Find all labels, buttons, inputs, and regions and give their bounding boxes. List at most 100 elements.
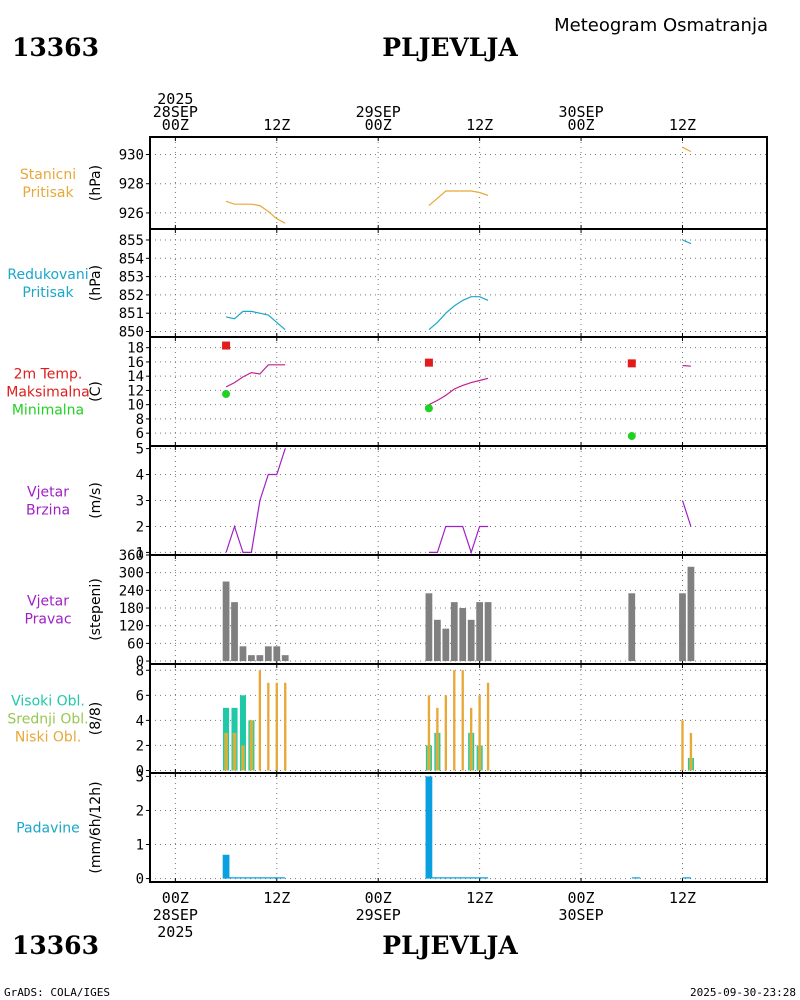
bar	[484, 602, 492, 662]
time-label-top: 12Z	[263, 116, 290, 134]
bar	[476, 602, 484, 662]
y-tick-label: 2	[136, 803, 144, 819]
time-label-bottom: 12Z	[263, 889, 290, 907]
station-name-bottom: PLJEVLJA	[382, 931, 518, 960]
series-line	[428, 296, 489, 331]
y-tick-label: 3	[136, 769, 144, 785]
panel-label: 2m Temp.	[14, 367, 83, 383]
bar	[239, 695, 247, 771]
series-line	[225, 310, 286, 331]
panel-label: Niski Obl.	[15, 730, 81, 746]
chart-title: Meteogram Osmatranja	[554, 15, 768, 36]
panel-clouds: 0 2 4 6 8 (8/8)Visoki Obl. Srednji Obl. Niski O…	[7, 663, 768, 779]
y-tick-label: 853	[119, 270, 144, 286]
bar	[256, 655, 264, 662]
y-tick-label: 1	[136, 545, 144, 561]
bar	[239, 646, 247, 662]
bar	[628, 593, 636, 662]
y-tick-label: 4	[136, 713, 144, 729]
bar	[233, 732, 236, 771]
time-label-top: 00Z	[568, 116, 595, 134]
panel-label: Srednji Obl.	[7, 712, 88, 728]
y-tick-label: 6	[136, 426, 144, 442]
series-line	[681, 500, 692, 527]
bar	[444, 695, 448, 771]
footer-timestamp: 2025-09-30-23:28	[690, 986, 796, 999]
panel-unit: (m/s)	[88, 482, 104, 519]
y-tick-label: 3	[136, 494, 144, 510]
bar	[450, 602, 458, 662]
footer-credit: GrADS: COLA/IGES	[4, 986, 110, 999]
bar	[264, 646, 272, 662]
y-tick-label: 16	[127, 355, 144, 371]
panel-label: Redukovani	[7, 267, 88, 283]
panel-label: Minimalna	[12, 403, 84, 419]
series-line	[225, 448, 286, 553]
min-temp-marker	[627, 432, 636, 441]
panel-station-pressure: 926 928 930 (hPa) Stanicni Pritisak	[20, 136, 768, 230]
max-temp-marker	[222, 341, 231, 350]
y-tick-label: 5	[136, 442, 144, 458]
series-line	[682, 146, 692, 153]
panel-unit: (hPa)	[88, 265, 104, 301]
bar	[478, 695, 481, 771]
bar	[258, 670, 262, 771]
panel-unit: (C)	[88, 381, 104, 402]
y-tick-label: 854	[119, 251, 144, 267]
time-label-top: 00Z	[365, 116, 392, 134]
bar	[284, 682, 287, 771]
y-tick-label: 180	[119, 601, 144, 617]
bar	[425, 776, 433, 879]
y-tick-label: 12	[127, 383, 144, 399]
time-label-bottom: 2025	[157, 923, 193, 941]
bar	[250, 720, 253, 771]
panel-label: Visoki Obl.	[11, 694, 85, 710]
panel-label: Maksimalna	[6, 385, 90, 401]
y-tick-label: 8	[136, 412, 144, 428]
y-tick-label: 6	[136, 688, 144, 704]
y-tick-label: 1	[136, 838, 144, 854]
y-tick-label: 300	[119, 566, 144, 582]
y-tick-label: 360	[119, 548, 144, 564]
time-label-top: 12Z	[466, 116, 493, 134]
min-temp-marker	[222, 389, 231, 398]
time-label-bottom: 12Z	[669, 889, 696, 907]
bar	[241, 745, 245, 771]
time-label-bottom: 28SEP	[153, 906, 198, 924]
bar	[442, 628, 450, 662]
y-tick-label: 0	[136, 763, 144, 779]
series-line	[682, 239, 692, 245]
bar	[222, 581, 230, 662]
time-label-top: 2025	[157, 90, 193, 108]
y-tick-label: 18	[127, 341, 144, 357]
panel-precipitation: 0 1 2 3 (mm/6h/12h) Padavine	[16, 769, 768, 888]
bar	[248, 655, 255, 662]
time-label-bottom: 29SEP	[356, 906, 401, 924]
y-tick-label: 60	[127, 636, 144, 652]
bar	[679, 593, 686, 662]
station-id-top: 13363	[12, 33, 99, 62]
time-label-bottom: 00Z	[568, 889, 595, 907]
panel-unit: (8/8)	[88, 702, 104, 735]
panel-unit: (hPa)	[88, 165, 104, 201]
bar	[427, 695, 431, 771]
bar	[453, 670, 456, 771]
y-tick-label: 4	[136, 468, 144, 484]
bar	[433, 619, 441, 662]
series-line	[225, 364, 286, 388]
panel-unit: (stepeni)	[88, 578, 104, 641]
bar	[425, 593, 433, 662]
y-tick-label: 240	[119, 583, 144, 599]
bar	[469, 707, 473, 771]
panel-label: Vjetar	[27, 485, 69, 501]
y-tick-label: 850	[119, 325, 144, 341]
panel-frame	[149, 336, 768, 447]
time-label-top: 00Z	[162, 116, 189, 134]
series-line	[428, 190, 489, 207]
y-tick-label: 10	[127, 398, 144, 414]
time-label-top: 28SEP	[153, 103, 198, 121]
y-tick-label: 930	[119, 148, 144, 164]
